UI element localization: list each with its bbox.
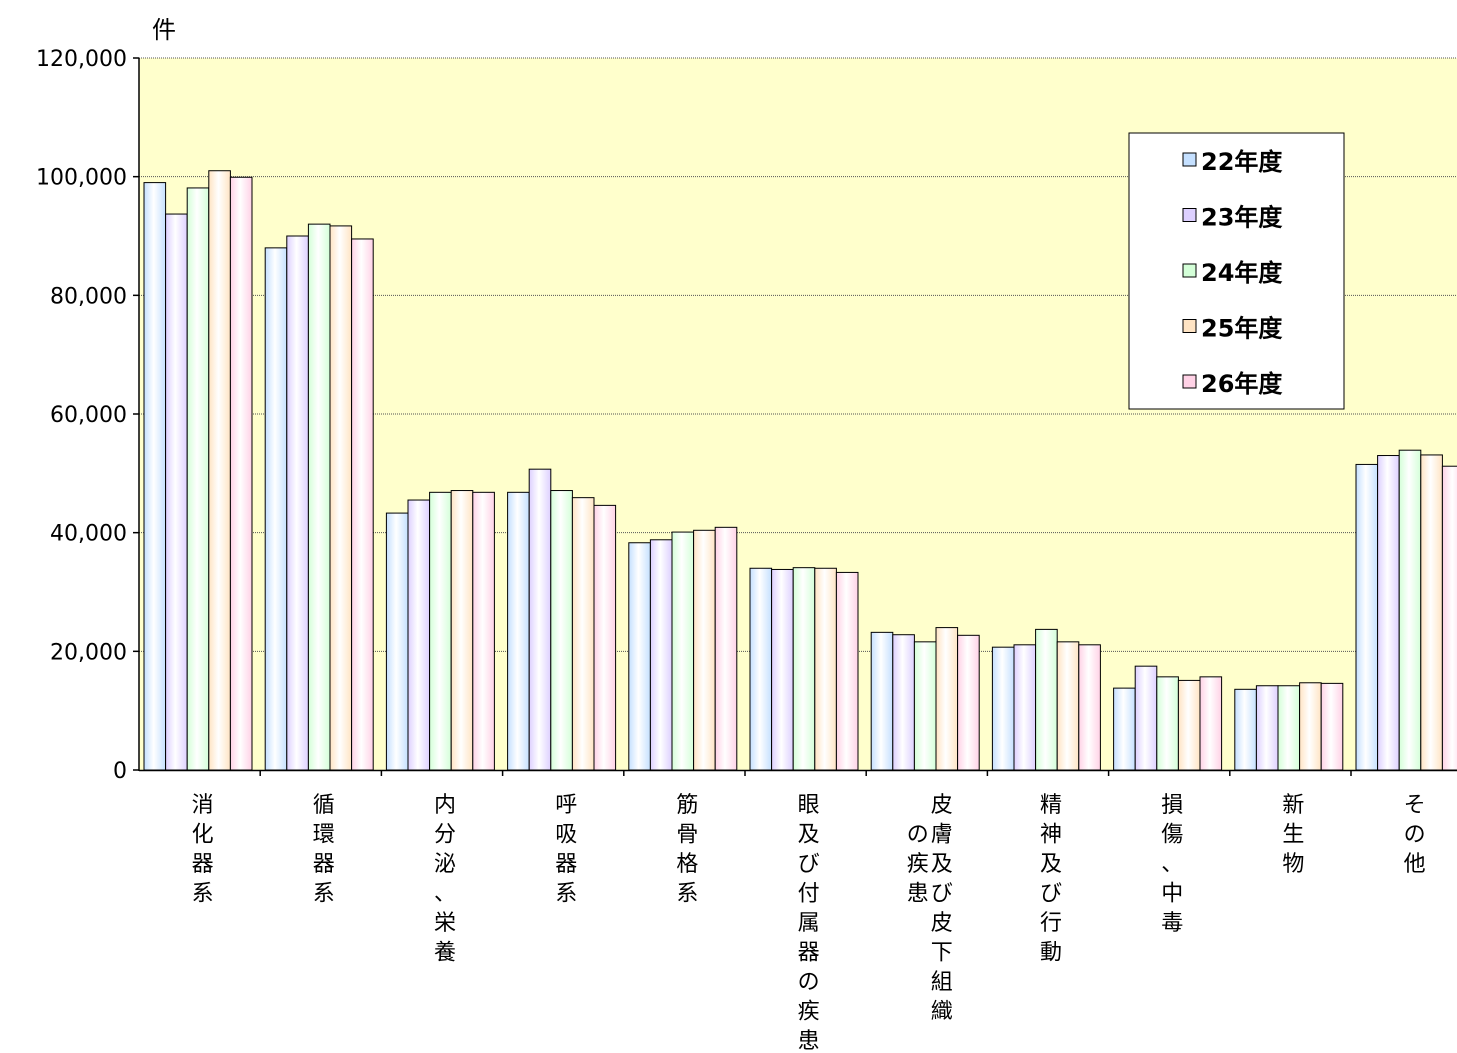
legend-label: 26年度 [1201,370,1283,398]
category-label: 精神及び行動 [1040,793,1062,966]
bar [593,504,617,771]
bar [571,497,595,771]
bar [693,529,716,771]
bar [186,187,210,771]
bar [550,490,573,771]
y-tick-label: 40,000 [50,522,127,547]
bar [792,567,816,771]
y-tick-label: 100,000 [36,166,127,191]
bar [749,567,773,771]
bar [1398,449,1422,771]
legend: 22年度 23年度 24年度 25年度 26年度 [1128,132,1345,410]
bar [429,491,452,771]
y-tick-label: 80,000 [50,284,127,309]
bar [1056,641,1080,771]
bar [913,641,937,771]
bar [1420,454,1443,771]
bar [264,247,288,771]
bar [814,567,837,771]
legend-label: 25年度 [1201,315,1283,343]
bar [329,225,353,771]
bar [1255,685,1279,771]
legend-swatch [1182,208,1197,222]
bar [165,213,188,771]
legend-label: 22年度 [1201,148,1283,176]
category-label: 呼吸器系 [555,793,577,907]
bar [1013,644,1037,771]
category-label: 皮膚及び皮下組織 [931,793,953,1025]
y-tick-label: 0 [113,759,127,784]
legend-swatch [1182,152,1197,167]
bar [1277,685,1301,771]
bar [835,571,859,771]
bar [472,491,495,771]
bar [1320,682,1344,771]
bar [351,238,374,771]
category-label: の疾患 [907,823,929,907]
bar [991,646,1015,771]
bar [1134,665,1158,771]
category-label: 内分泌、栄養 [434,793,456,966]
category-label: 筋骨格系 [676,793,698,907]
bar [1113,687,1136,771]
legend-box [1128,132,1345,410]
bar [450,490,474,771]
category-label: 眼及び付属器の疾患 [798,793,820,1053]
y-tick-label: 60,000 [50,403,127,428]
category-label: 新生物 [1282,793,1304,877]
bar [208,170,231,771]
bar [957,634,980,771]
bar [1355,463,1379,771]
legend-label: 23年度 [1201,204,1283,232]
bar [407,499,431,771]
y-unit-label: 件 [152,16,176,44]
legend-label: 24年度 [1201,259,1283,287]
category-label: その他 [1404,793,1426,877]
bar [771,568,794,771]
y-tick-label: 20,000 [50,640,127,665]
bar [1199,676,1223,771]
bar [892,634,915,771]
legend-swatch [1182,263,1197,278]
bar [628,542,651,771]
bar [307,223,331,771]
bar [1035,628,1058,771]
bar [286,235,309,771]
bar [385,512,409,771]
bar [1441,465,1457,771]
legend-swatch [1182,319,1197,333]
bar [714,526,738,771]
bar [143,182,167,771]
bar [671,531,695,771]
category-label: 消化器系 [192,793,214,907]
bar [1299,682,1322,771]
bar [649,539,673,771]
bar [1234,688,1257,771]
legend-swatch [1182,374,1197,389]
bar [1156,676,1179,771]
bar [507,491,530,771]
bar [870,631,894,771]
bar [1078,644,1101,771]
bar [229,176,253,771]
bar [528,468,552,771]
category-label: 損傷、中毒 [1161,793,1183,936]
y-tick-label: 120,000 [36,47,127,72]
bar [1177,679,1201,771]
bar [935,627,959,771]
category-label: 循環器系 [313,793,335,907]
bar [1377,455,1400,771]
